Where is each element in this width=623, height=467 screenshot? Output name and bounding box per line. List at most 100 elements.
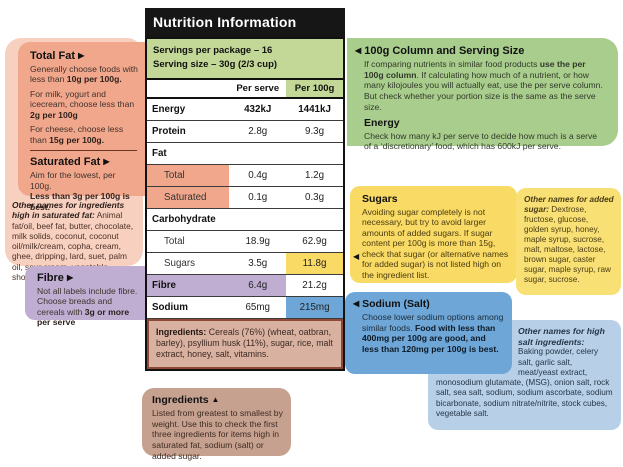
ingredients-note-tip: Listed from greatest to smallest by weig… — [152, 408, 283, 461]
total-fat-heading-text: Total Fat — [30, 50, 76, 62]
total-fat-tip-1-text: Generally choose foods with less than — [30, 64, 138, 85]
fibre-tip-text: Not all labels include fibre. Choose bre… — [37, 286, 138, 317]
other-names-added-sugar: Other names for added sugar: Dextrose, f… — [516, 188, 621, 295]
nutrition-panel: Nutrition Information Servings per packa… — [145, 8, 345, 371]
sugars-tip: Avoiding sugar completely is not necessa… — [362, 207, 509, 280]
sugars-callout: Sugars Avoiding sugar completely is not … — [350, 186, 517, 283]
sodium-tip-text: Choose lower sodium options among simila… — [362, 312, 504, 333]
100g-column-heading-text: 100g Column and Serving Size — [364, 45, 525, 57]
100g-tip-rest: . If calculating how much of a nutrient,… — [364, 69, 603, 112]
row-label: Carbohydrate — [152, 213, 216, 225]
row-per-serve: 6.4g — [229, 274, 287, 296]
nutrition-table: Servings per package – 16 Serving size –… — [145, 37, 345, 371]
row-per-100g — [286, 143, 343, 164]
row-per-100g: 215mg — [286, 296, 343, 318]
pointer-left-icon: ◀ — [355, 46, 362, 55]
row-per-serve: 432kJ — [244, 103, 272, 115]
other-names-added-sugar-list: Dextrose, fructose, glucose, golden syru… — [524, 205, 611, 284]
saturated-fat-tip-bold: Less than 3g per 100g is best. — [30, 191, 130, 212]
pointer-right-icon: ▶ — [66, 273, 74, 282]
fibre-callout: Fibre ▶ Not all labels include fibre. Ch… — [25, 266, 145, 327]
pointer-right-icon: ▶ — [78, 51, 85, 60]
total-fat-tip-1-bold: 10g per 100g. — [66, 74, 122, 85]
serving-size-callout: ◀ 100g Column and Serving Size If compar… — [347, 38, 618, 151]
row-per-serve: 0.1g — [248, 191, 268, 203]
sodium-heading-text: Sodium (Salt) — [362, 298, 430, 310]
ingredients-label: Ingredients: — [156, 326, 207, 337]
row-label: Fat — [152, 147, 167, 159]
row-per-serve — [229, 143, 286, 164]
other-names-saturated-fat-label: Other names for ingredients high in satu… — [12, 200, 125, 221]
fibre-tip: Not all labels include fibre. Choose bre… — [37, 286, 139, 328]
total-fat-tip-3: For cheese, choose less than 15g per 100… — [30, 124, 139, 145]
saturated-fat-tip: Aim for the lowest, per 100g. Less than 3… — [30, 170, 139, 212]
table-row-fat-saturated: Saturated 0.1g 0.3g — [147, 186, 343, 209]
row-label: Sugars — [164, 257, 196, 269]
100g-column-tip: If comparing nutrients in similar food p… — [355, 59, 606, 113]
sugars-heading: Sugars — [362, 193, 398, 205]
pointer-left-icon: ◀ — [353, 252, 360, 261]
serving-size: Serving size – 30g (2/3 cup) — [153, 59, 278, 71]
ingredients-note-heading-text: Ingredients — [152, 394, 209, 406]
row-per-100g: 21.2g — [302, 279, 327, 291]
table-row-sugars: Sugars 3.5g 11.8g — [147, 252, 343, 275]
row-per-serve: 3.5g — [248, 257, 268, 269]
row-per-serve: 65mg — [245, 301, 270, 313]
ingredients-note-heading: Ingredients ▲ — [152, 394, 283, 406]
saturated-fat-tip-text: Aim for the lowest, per 100g. — [30, 170, 116, 191]
total-fat-heading: Total Fat ▶ — [30, 50, 139, 62]
100g-tip-text: If comparing nutrients in similar food p… — [364, 59, 540, 69]
table-row-fat: Fat — [147, 143, 343, 165]
pointer-left-icon: ◀ — [353, 299, 360, 308]
row-label: Saturated — [147, 186, 230, 208]
row-per-100g: 62.9g — [302, 235, 327, 247]
table-row-fibre: Fibre 6.4g 21.2g — [147, 274, 343, 297]
serving-info: Servings per package – 16 Serving size –… — [147, 39, 343, 80]
servings-per-package: Servings per package – 16 — [153, 45, 273, 56]
row-per-serve: 2.8g — [248, 125, 268, 137]
sodium-heading: ◀ Sodium (Salt) — [353, 298, 504, 310]
ingredients-text: Cereals (76%) (wheat, oatbran, barley), … — [156, 326, 333, 360]
table-row-energy: Energy 432kJ 1441kJ — [147, 99, 343, 121]
table-row-carb-total: Total 18.9g 62.9g — [147, 231, 343, 253]
other-names-high-salt-label: Other names for high salt ingredients: — [518, 326, 605, 347]
energy-tip: Check how many kJ per serve to decide ho… — [364, 130, 598, 152]
row-label: Total — [164, 235, 185, 247]
row-label: Total — [147, 164, 230, 186]
other-names-added-sugar-label: Other names for added sugar: — [524, 195, 614, 214]
100g-column-heading: ◀ 100g Column and Serving Size — [355, 45, 606, 57]
total-fat-tip-2: For milk, yogurt and icecream, choose le… — [30, 89, 139, 120]
100g-tip-bold: use the per 100g column — [364, 59, 586, 80]
energy-heading: Energy — [364, 116, 400, 129]
fat-callout: Total Fat ▶ Generally choose foods with … — [18, 42, 145, 212]
row-label: Protein — [152, 125, 186, 137]
saturated-fat-heading-text: Saturated Fat — [30, 156, 101, 169]
total-fat-tip-2-bold: 2g per 100g — [30, 109, 78, 120]
sodium-callout: ◀ Sodium (Salt) Choose lower sodium opti… — [345, 292, 512, 374]
column-header-per-serve: Per serve — [236, 82, 280, 94]
pointer-right-icon: ▶ — [103, 157, 110, 167]
total-fat-tip-1: Generally choose foods with less than 10… — [30, 64, 139, 85]
fibre-tip-bold: 3g or more per serve — [37, 306, 130, 328]
total-fat-tip-3-bold: 15g per 100g. — [49, 134, 105, 145]
fibre-heading: Fibre ▶ — [37, 272, 139, 284]
fibre-heading-text: Fibre — [37, 272, 64, 284]
ingredients-list: Ingredients: Cereals (76%) (wheat, oatbr… — [147, 318, 343, 369]
row-per-100g — [286, 209, 343, 230]
panel-title: Nutrition Information — [145, 8, 345, 37]
row-label: Sodium — [152, 301, 188, 313]
table-row-fat-total: Total 0.4g 1.2g — [147, 164, 343, 187]
row-per-100g: 1.2g — [305, 169, 325, 181]
sodium-tip: Choose lower sodium options among simila… — [353, 312, 504, 355]
table-row-protein: Protein 2.8g 9.3g — [147, 121, 343, 143]
table-row-sodium: Sodium 65mg 215mg — [147, 296, 343, 319]
column-header-spacer — [147, 80, 229, 97]
row-per-100g: 9.3g — [305, 125, 325, 137]
row-per-100g: 11.8g — [286, 252, 343, 274]
row-per-100g: 0.3g — [305, 191, 325, 203]
total-fat-tip-3-text: For cheese, choose less than — [30, 124, 124, 145]
column-header-row: Per serve Per 100g — [147, 79, 343, 99]
row-per-serve: 18.9g — [245, 235, 270, 247]
total-fat-tip-2-text: For milk, yogurt and icecream, choose le… — [30, 88, 135, 110]
